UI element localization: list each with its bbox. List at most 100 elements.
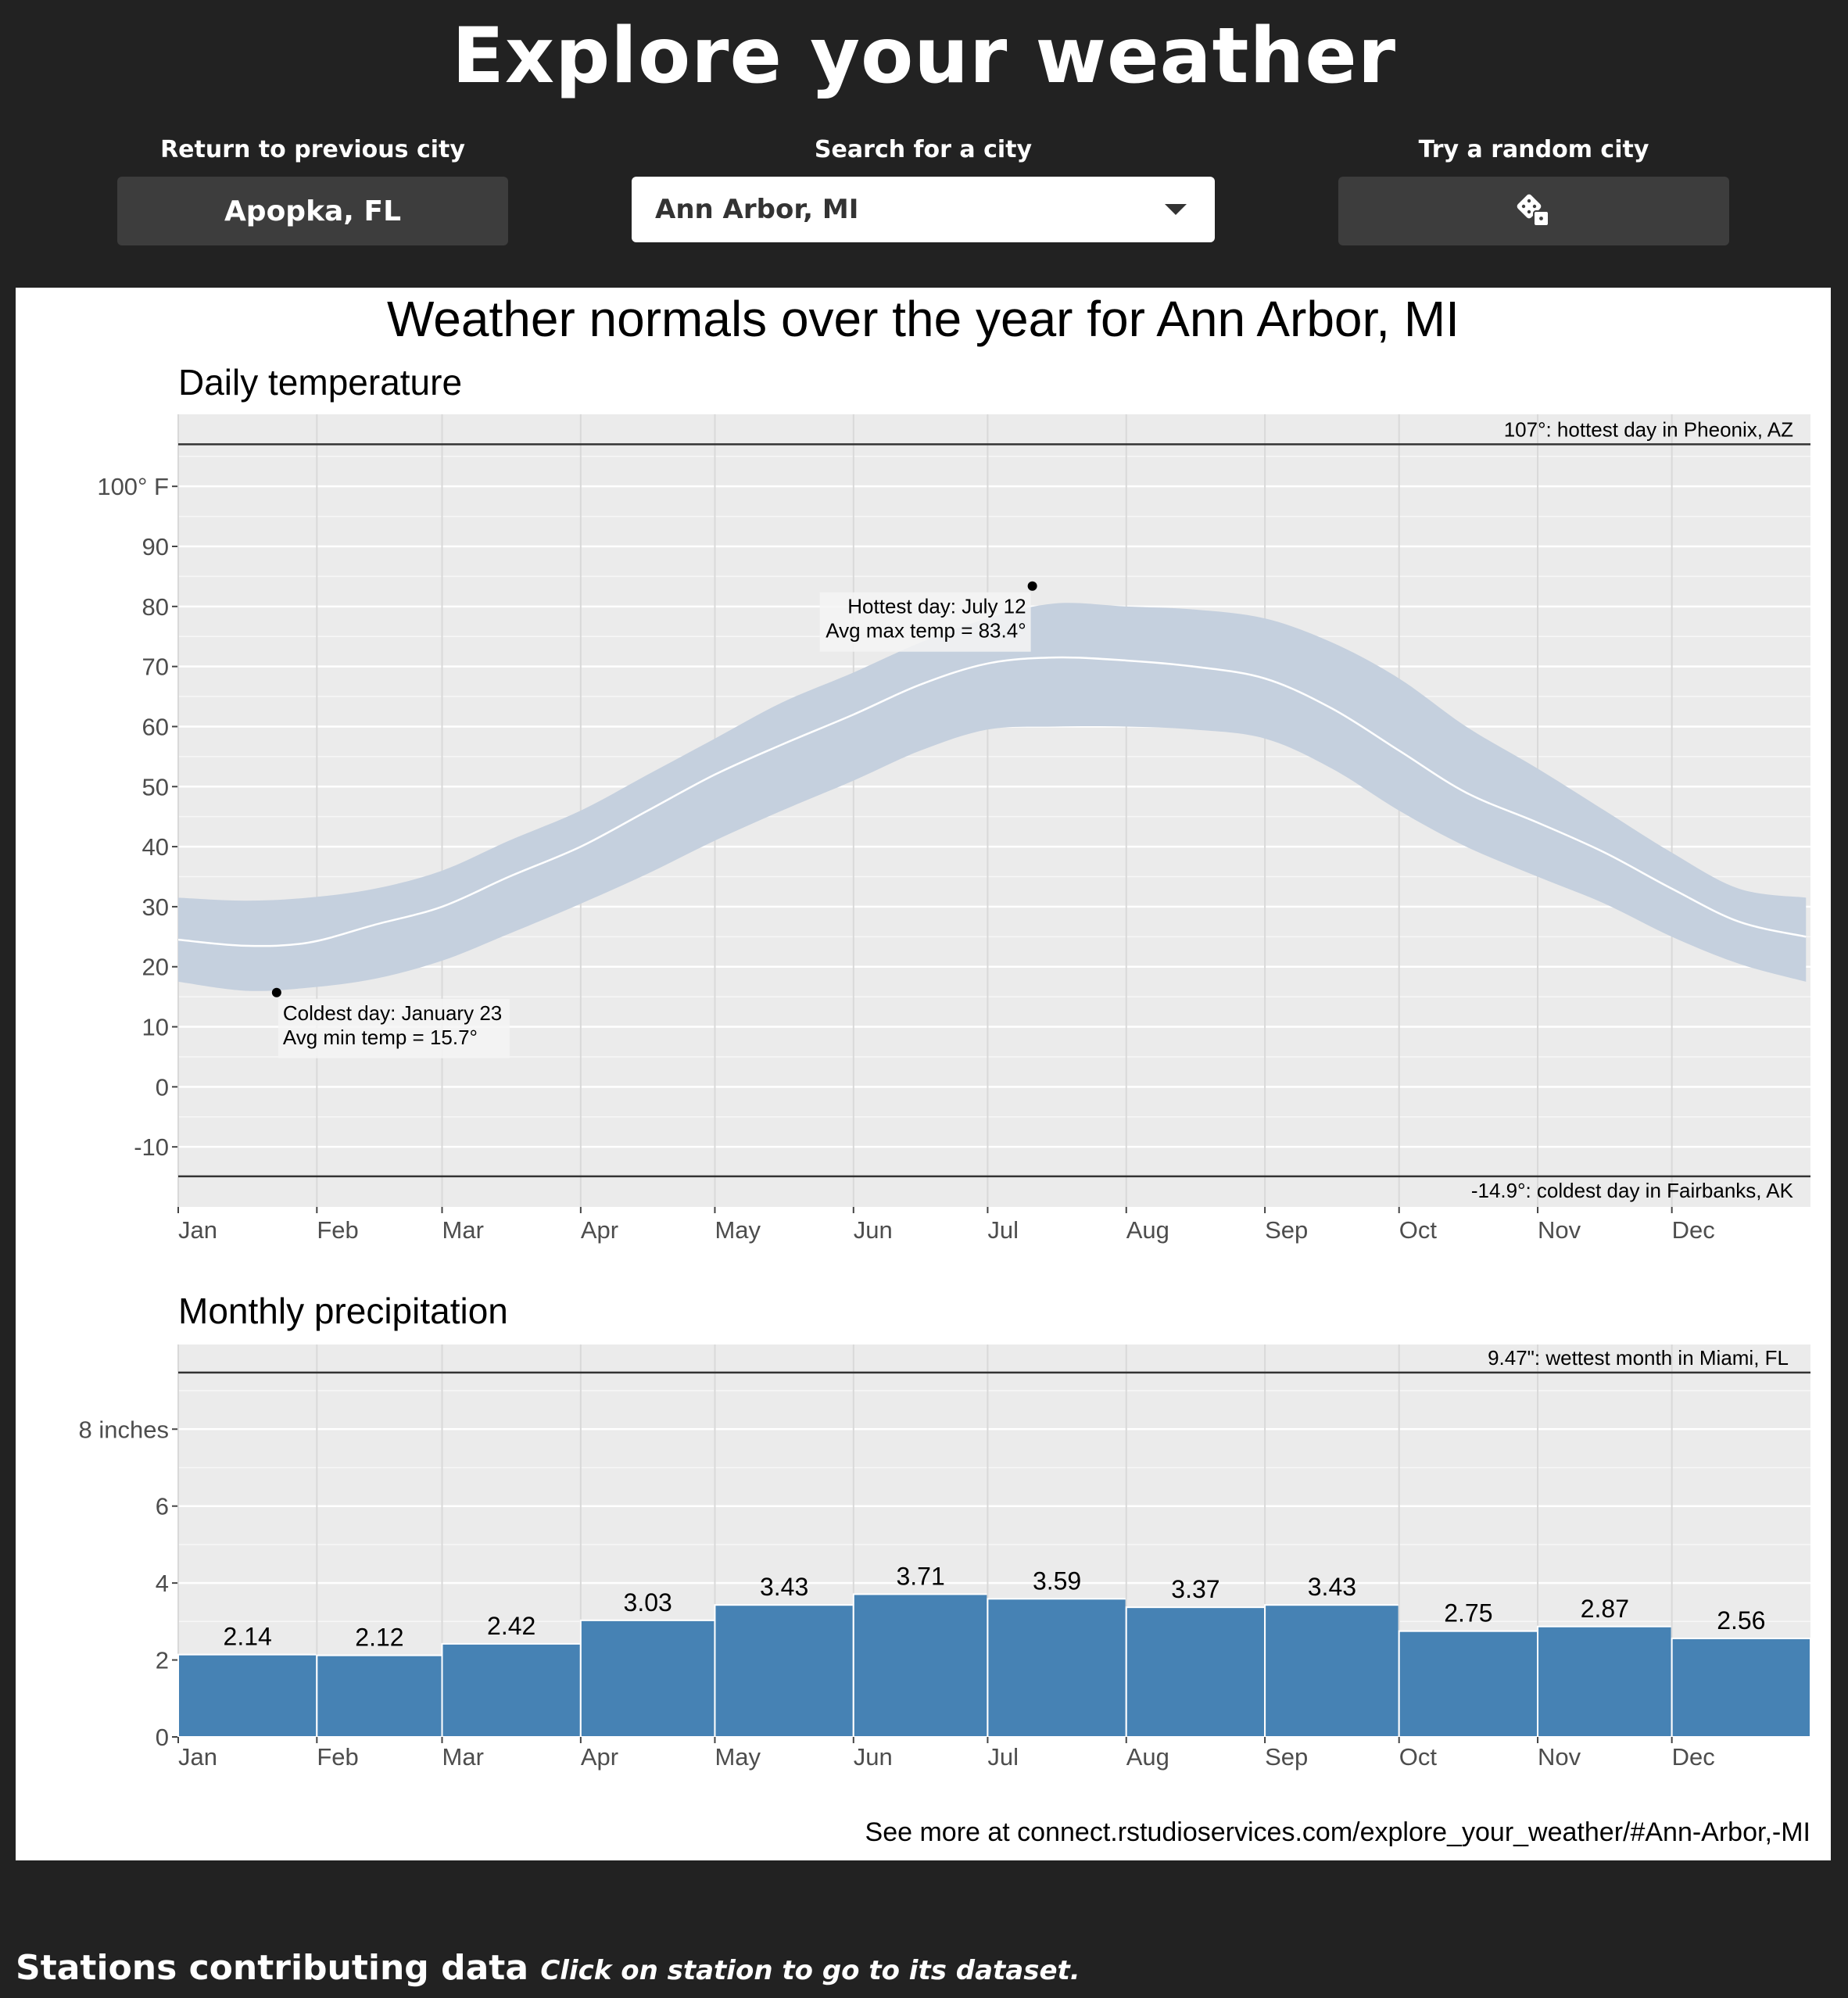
precipitation-value-label: 2.87 [1581,1595,1629,1623]
temperature-x-tick-label: Sep [1265,1216,1308,1244]
precipitation-x-tick-label: Nov [1538,1743,1581,1771]
precipitation-value-label: 2.56 [1717,1606,1765,1635]
precipitation-bar [441,1642,582,1738]
temperature-x-tick-label: Apr [581,1216,618,1244]
hottest-day-annotation: Hottest day: July 12 [847,595,1026,618]
precipitation-value-label: 2.75 [1444,1599,1492,1627]
precipitation-value-label: 2.14 [224,1623,272,1651]
random-city-button[interactable] [1338,177,1729,245]
temperature-y-tick-label: 0 [156,1073,169,1101]
coldest-day-annotation: Avg min temp = 15.7° [283,1026,478,1049]
precipitation-value-label: 3.59 [1033,1567,1081,1595]
stations-hint: Click on station to go to its dataset. [540,1955,1080,1986]
precipitation-y-tick-label: 8 inches [79,1416,169,1443]
precipitation-x-tick-label: Feb [317,1743,358,1771]
precipitation-value-label: 3.43 [760,1573,808,1601]
temperature-x-tick-label: Nov [1538,1216,1581,1244]
previous-city-label: Return to previous city [160,136,465,163]
temperature-range-band [178,603,1807,991]
annotation-label-box [819,592,1031,652]
precipitation-bar [987,1598,1127,1738]
temperature-extreme-point [271,987,281,997]
precipitation-value-label: 2.42 [487,1612,535,1640]
precipitation-y-tick-label: 2 [156,1647,169,1674]
temperature-y-tick-label: 40 [142,833,169,861]
temperature-x-tick-label: Aug [1126,1216,1169,1244]
chart-panel: Daily temperature 100° F 90 80 70 60 50 40 30 20 1… [16,288,1831,1860]
temperature-y-tick-label: -10 [134,1133,169,1161]
temperature-reference-label: -14.9°: coldest day in Fairbanks, AK [1471,1179,1794,1202]
precipitation-bar [1537,1625,1673,1738]
hottest-day-annotation: Avg max temp = 83.4° [826,619,1026,643]
temperature-x-tick-label: Oct [1399,1216,1438,1244]
precipitation-x-tick-label: Mar [442,1743,484,1771]
precipitation-x-tick-label: May [714,1743,761,1771]
temperature-mean-line [177,656,1807,947]
precipitation-x-tick-label: Jul [987,1743,1019,1771]
temperature-x-tick-label: Jul [987,1216,1019,1244]
precipitation-x-tick-label: Oct [1399,1743,1438,1771]
temperature-x-tick-label: Feb [317,1216,358,1244]
temperature-y-tick-label: 80 [142,593,169,621]
stations-heading: Stations contributing data Click on stat… [16,1946,1080,1993]
chart-source: See more at connect.rstudioservices.com/… [865,1817,1810,1847]
precipitation-x-tick-label: Apr [581,1743,618,1771]
precipitation-x-tick-label: Jun [854,1743,893,1771]
precipitation-bar [579,1619,716,1738]
temperature-y-tick-label: 100° F [97,473,169,500]
annotation-label-box [278,998,510,1058]
temperature-chart-title: Daily temperature [178,362,462,403]
random-city-control: Try a random city [1338,133,1729,245]
temperature-y-tick-label: 50 [142,773,169,800]
precipitation-value-label: 3.71 [896,1562,944,1590]
previous-city-control: Return to previous city Apopka, FL [117,133,508,245]
precipitation-value-label: 3.43 [1308,1573,1356,1601]
temperature-y-tick-label: 90 [142,533,169,560]
precipitation-x-tick-label: Jan [178,1743,217,1771]
temperature-x-tick-label: Dec [1672,1216,1715,1244]
city-search-select[interactable]: Ann Arbor, MI [632,177,1215,242]
precipitation-x-tick-label: Sep [1265,1743,1308,1771]
precipitation-x-tick-label: Aug [1126,1743,1169,1771]
precipitation-bar [177,1653,318,1738]
temperature-x-tick-label: May [714,1216,761,1244]
precipitation-value-label: 2.12 [355,1624,403,1652]
precipitation-bar [1264,1604,1400,1738]
previous-city-button[interactable]: Apopka, FL [117,177,508,245]
precipitation-y-tick-label: 4 [156,1570,169,1597]
city-search-value: Ann Arbor, MI [655,194,859,225]
search-city-control: Search for a city Ann Arbor, MI [632,133,1215,242]
precipitation-value-label: 3.03 [624,1588,672,1617]
temperature-x-tick-label: Jun [854,1216,893,1244]
precipitation-bar [1398,1630,1539,1738]
precipitation-value-label: 3.37 [1171,1575,1219,1603]
precipitation-bar [852,1593,989,1738]
temperature-y-tick-label: 30 [142,893,169,921]
precipitation-bar [316,1654,443,1738]
coldest-day-annotation: Coldest day: January 23 [283,1001,502,1025]
temperature-x-tick-label: Mar [442,1216,484,1244]
precipitation-x-tick-label: Dec [1672,1743,1715,1771]
temperature-y-tick-label: 20 [142,954,169,981]
chart-title: Weather normals over the year for Ann Ar… [387,291,1459,347]
precipitation-bar [1125,1606,1266,1738]
precipitation-y-tick-label: 6 [156,1493,169,1520]
temperature-y-tick-label: 10 [142,1014,169,1041]
dice-icon [1517,194,1549,227]
precipitation-y-tick-label: 0 [156,1724,169,1751]
temperature-extreme-point [1027,581,1037,591]
temperature-reference-label: 107°: hottest day in Pheonix, AZ [1504,417,1793,441]
precipitation-bar [714,1604,854,1738]
search-city-label: Search for a city [814,136,1033,163]
precipitation-chart-title: Monthly precipitation [178,1291,508,1331]
random-city-label: Try a random city [1418,136,1649,163]
temperature-y-tick-label: 70 [142,653,169,681]
app-title: Explore your weather [451,12,1397,101]
temperature-x-tick-label: Jan [178,1216,217,1244]
precipitation-bar [1671,1638,1812,1738]
chevron-down-icon[interactable] [1165,204,1187,215]
precipitation-reference-label: 9.47": wettest month in Miami, FL [1488,1346,1789,1370]
temperature-y-tick-label: 60 [142,713,169,740]
stations-title: Stations contributing data [16,1948,529,1988]
